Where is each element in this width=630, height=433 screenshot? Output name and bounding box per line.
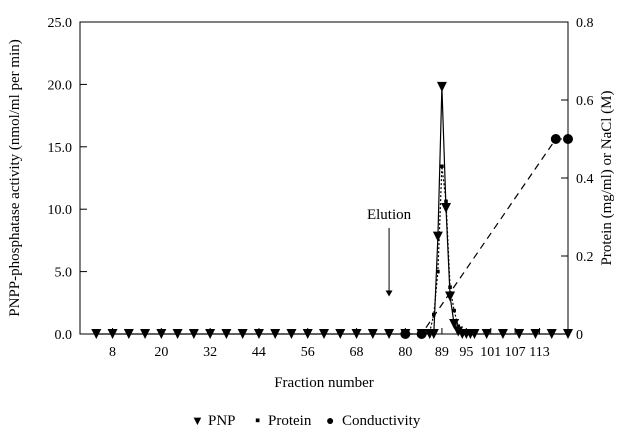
left-y-tick-label: 20.0 [48,78,73,93]
pnp-point [481,329,492,339]
pnp-point [237,329,248,339]
protein-point [452,308,456,313]
protein-point [427,330,432,334]
pnp-point [497,329,508,339]
x-tick-label: 56 [301,345,315,360]
elution-label: Elution [367,207,412,223]
pnp-point [546,329,557,339]
right-y-tick-label: 0.6 [576,94,594,109]
protein-point [464,330,469,335]
pnp-point [441,202,451,213]
x-tick-label: 89 [435,345,449,360]
conductivity-point [416,329,427,339]
protein-line [421,166,471,335]
legend-protein-label: Protein [268,413,312,429]
x-tick-label: 68 [350,345,364,360]
pnp-point [205,329,216,339]
pnp-point [384,329,395,339]
elution-arrow-head [385,290,393,297]
pnp-point [270,329,281,339]
right-y-axis-ticks: 0 0.2 0.4 0.6 0.8 [561,16,594,343]
x-tick-label: 95 [459,345,473,360]
x-axis-label: Fraction number [274,375,374,391]
pnp-point [563,329,573,339]
left-y-axis-label: PNPP-phosphatase activity (nmol/ml per m… [7,39,23,316]
right-y-tick-label: 0 [576,328,583,343]
pnp-point [530,329,541,339]
legend-pnp-symbol: ▼ [191,413,204,428]
pnp-point [91,329,102,339]
pnp-point [107,329,118,339]
pnp-point [319,329,329,339]
pnp-point [172,329,183,339]
right-y-tick-label: 0.4 [576,172,594,187]
pnp-point [221,329,232,339]
pnp-point [449,319,460,330]
protein-point [456,324,460,328]
legend-pnp-label: PNP [208,413,236,429]
pnp-point [335,329,346,339]
elution-annotation: Elution [367,207,412,297]
left-y-axis-ticks: 0.0 5.0 10.0 15.0 20.0 25.0 [48,16,87,343]
left-y-tick-label: 15.0 [48,141,73,156]
protein-point [436,269,440,274]
pnp-point [140,329,151,339]
x-tick-label: 113 [529,345,549,360]
pnp-point [188,329,199,339]
pnp-point [469,329,480,339]
pnp-point [123,329,134,339]
right-y-axis-label: Protein (mg/ml) or NaCl (M) [599,91,615,266]
pnp-point [156,329,167,339]
legend: ▼ PNP ▪ Protein ● Conductivity [191,413,421,429]
x-tick-label: 80 [398,345,412,360]
x-tick-label: 107 [505,345,526,360]
left-y-tick-label: 0.0 [55,328,73,343]
pnp-line [96,86,568,335]
series-lines [96,86,568,335]
x-tick-label: 44 [252,345,266,360]
left-y-tick-label: 5.0 [55,266,73,281]
x-tick-label: 101 [480,345,501,360]
series-markers [91,81,573,339]
conductivity-line [405,138,568,335]
x-tick-label: 8 [109,345,116,360]
legend-conductivity-label: Conductivity [342,413,421,429]
x-tick-label: 20 [154,345,168,360]
pnp-point [436,81,447,92]
pnp-point [514,329,525,339]
protein-point [460,329,465,333]
legend-protein-symbol: ▪ [255,413,260,429]
pnp-point [432,231,443,242]
pnp-point [253,329,264,339]
pnp-point [286,329,297,339]
protein-point [440,164,444,169]
plot-area-frame [79,21,569,335]
conductivity-point [563,134,573,144]
pnp-point [351,329,362,339]
protein-point [468,332,473,336]
conductivity-point [400,329,411,339]
protein-point [432,312,436,317]
pnp-point [302,329,313,339]
pnp-point [445,291,456,302]
legend-conductivity-symbol: ● [326,414,334,429]
left-y-tick-label: 10.0 [48,203,73,218]
right-y-tick-label: 0.8 [576,16,594,31]
conductivity-point [550,134,561,144]
left-y-tick-label: 25.0 [48,16,73,31]
protein-point [448,285,452,289]
pnp-point [367,329,378,339]
x-tick-label: 32 [203,345,217,360]
right-y-tick-label: 0.2 [576,250,594,265]
protein-point [444,199,448,204]
x-axis-ticks: 8 20 32 44 56 68 80 89 95 101 107 113 [109,328,550,360]
